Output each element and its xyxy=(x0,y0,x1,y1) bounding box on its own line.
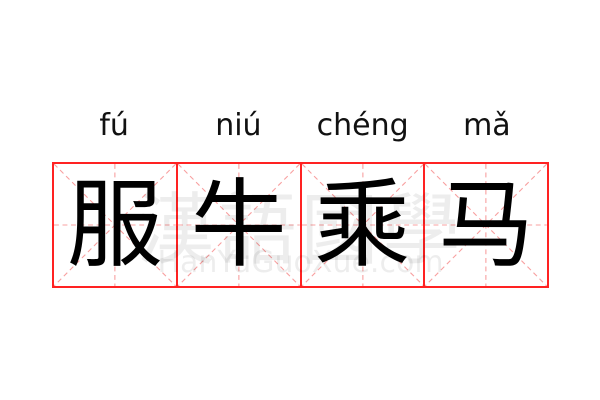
pinyin-row: fú niú chéng mǎ xyxy=(52,108,549,143)
pinyin-1: fú xyxy=(99,108,129,143)
pinyin-2: niú xyxy=(215,108,262,143)
hanzi-1: 服 xyxy=(66,169,163,281)
pinyin-4: mǎ xyxy=(463,108,511,143)
character-cell: 马 xyxy=(425,164,547,286)
hanzi-2: 牛 xyxy=(190,169,287,281)
hanzi-3: 乘 xyxy=(314,169,411,281)
guide-lines xyxy=(177,164,300,286)
character-cell: 牛 xyxy=(177,164,302,286)
guide-lines xyxy=(54,164,176,286)
character-cell: 乘 xyxy=(301,164,426,286)
guide-lines xyxy=(301,164,424,286)
hanzi-4: 马 xyxy=(438,169,535,281)
guide-lines xyxy=(425,164,547,286)
character-grid: 服 牛 乘 马 xyxy=(52,162,549,288)
character-cell: 服 xyxy=(54,164,178,286)
pinyin-3: chéng xyxy=(316,108,409,143)
